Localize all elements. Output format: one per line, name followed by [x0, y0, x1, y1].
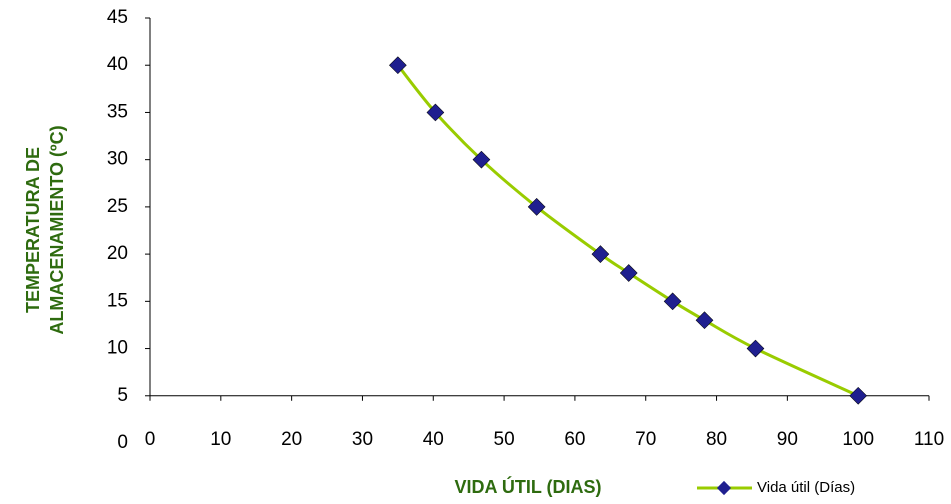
marker: [664, 293, 681, 310]
y-axis-title-line: TEMPERATURA DE: [23, 147, 43, 313]
x-tick-label: 90: [777, 429, 798, 450]
y-tick-label: 25: [107, 196, 128, 217]
x-tick-label: 40: [423, 429, 444, 450]
chart: VIDA ÚTIL (DIAS) TEMPERATURA DE ALMACENA…: [0, 0, 951, 504]
x-tick-label: 110: [914, 429, 944, 450]
legend-marker: [717, 481, 731, 495]
y-tick-label: 30: [107, 149, 128, 170]
x-tick-label: 60: [564, 429, 585, 450]
y-tick-label: 20: [107, 243, 128, 264]
x-tick-label: 0: [145, 429, 156, 450]
y-tick-label: 35: [107, 101, 128, 122]
x-tick-label: 50: [494, 429, 515, 450]
x-tick-label: 100: [842, 429, 874, 450]
x-tick-label: 20: [281, 429, 302, 450]
marker: [747, 340, 764, 357]
marker: [850, 387, 867, 404]
marker: [696, 312, 713, 329]
y-tick-label: 5: [117, 385, 128, 406]
marker: [620, 265, 637, 282]
x-tick-label: 80: [706, 429, 727, 450]
y-tick-label: 40: [107, 54, 128, 75]
x-tick-label: 30: [352, 429, 373, 450]
y-tick-label: 15: [107, 290, 128, 311]
x-axis-title: VIDA ÚTIL (DIAS): [455, 476, 602, 497]
x-tick-label: 70: [635, 429, 656, 450]
y-tick-label: 10: [107, 338, 128, 359]
legend-label: Vida útil (Días): [757, 479, 855, 496]
y-axis-title-line: ALMACENAMIENTO (ºC): [47, 125, 67, 334]
y-tick-label: 0: [117, 432, 128, 453]
y-tick-label: 45: [107, 7, 128, 28]
series-line: [398, 65, 858, 396]
y-axis-title: TEMPERATURA DE ALMACENAMIENTO (ºC): [23, 125, 67, 334]
x-tick-label: 10: [210, 429, 231, 450]
